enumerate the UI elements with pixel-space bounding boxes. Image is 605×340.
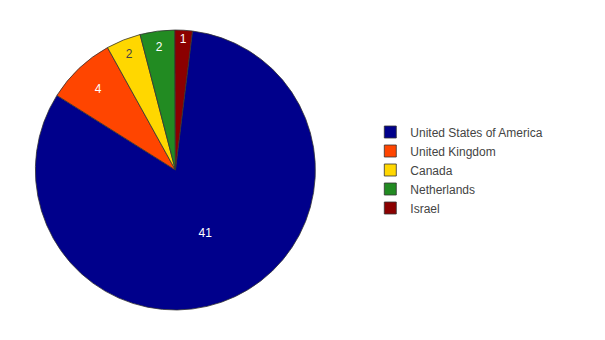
svg-text:United States of America: United States of America (410, 126, 542, 140)
svg-text:2: 2 (156, 40, 163, 54)
svg-text:Israel: Israel (410, 202, 439, 216)
svg-text:41: 41 (199, 226, 213, 240)
svg-text:United Kingdom: United Kingdom (410, 145, 495, 159)
svg-text:Canada: Canada (410, 164, 452, 178)
svg-text:Netherlands: Netherlands (410, 183, 475, 197)
svg-text:2: 2 (126, 47, 133, 61)
svg-text:4: 4 (95, 82, 102, 96)
svg-text:1: 1 (180, 32, 187, 46)
